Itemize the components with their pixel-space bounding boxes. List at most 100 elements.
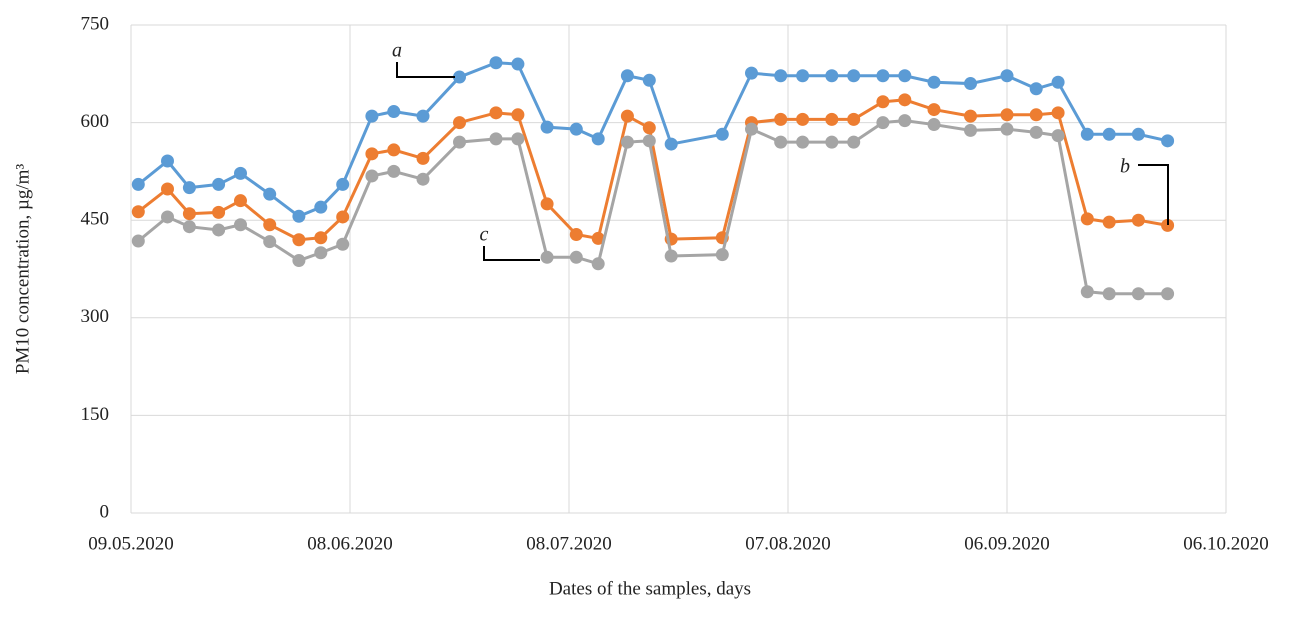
data-point	[591, 231, 605, 245]
data-point	[898, 93, 912, 107]
data-point	[1029, 82, 1043, 96]
data-point	[365, 147, 379, 161]
leader-line	[396, 62, 455, 78]
data-point	[825, 69, 839, 83]
x-tick-label: 08.06.2020	[307, 533, 393, 554]
data-point	[1000, 122, 1014, 136]
data-point	[1131, 127, 1145, 141]
data-point	[161, 210, 174, 224]
data-point	[569, 250, 583, 264]
data-point	[642, 134, 656, 148]
data-point	[898, 114, 912, 128]
data-point	[927, 103, 941, 117]
x-tick-label: 07.08.2020	[745, 533, 831, 554]
data-point	[1131, 213, 1145, 227]
data-point	[964, 77, 977, 91]
data-point	[774, 112, 788, 126]
data-point	[489, 106, 503, 120]
leader-line	[483, 246, 540, 261]
data-point	[1080, 127, 1094, 141]
data-point	[131, 177, 145, 191]
data-point	[387, 164, 401, 178]
series-label: c	[480, 224, 489, 246]
data-point	[292, 209, 306, 223]
data-point	[1161, 218, 1175, 232]
data-point	[234, 166, 247, 180]
data-point	[131, 234, 145, 248]
data-point	[511, 108, 525, 122]
data-point	[745, 66, 758, 80]
data-point	[263, 187, 277, 201]
y-tick-label: 750	[81, 13, 110, 34]
data-point	[161, 182, 174, 196]
data-point	[796, 135, 810, 149]
data-point	[1029, 125, 1043, 139]
data-point	[416, 172, 430, 186]
data-point	[825, 135, 839, 149]
data-point	[847, 112, 861, 126]
data-point	[182, 207, 196, 221]
leader-line	[1138, 164, 1169, 225]
data-point	[745, 122, 758, 136]
data-point	[365, 169, 379, 183]
data-point	[314, 231, 328, 245]
data-point	[182, 181, 196, 195]
data-point	[664, 137, 678, 151]
data-point	[1080, 285, 1094, 299]
series-line	[137, 98, 1168, 242]
data-point	[387, 143, 401, 157]
data-point	[1051, 129, 1065, 143]
x-tick-label: 06.09.2020	[964, 533, 1050, 554]
data-point	[314, 200, 328, 214]
data-point	[1051, 75, 1065, 89]
data-point	[416, 109, 430, 123]
y-tick-label: 300	[81, 306, 110, 327]
series-label: b	[1120, 156, 1130, 178]
data-point	[314, 246, 328, 260]
data-point	[774, 69, 788, 83]
data-point	[1000, 69, 1014, 83]
data-point	[1051, 106, 1065, 120]
data-point	[489, 132, 503, 146]
data-point	[964, 123, 977, 137]
data-point	[569, 228, 583, 242]
data-point	[212, 205, 226, 219]
y-axis-title: PM10 concentration, µg/m³	[12, 164, 33, 375]
y-tick-label: 450	[81, 209, 110, 230]
y-tick-label: 600	[81, 111, 110, 132]
data-point	[1161, 287, 1175, 301]
data-point	[876, 116, 890, 130]
data-point	[292, 233, 306, 247]
data-point	[1102, 215, 1116, 229]
data-point	[642, 121, 656, 135]
data-point	[453, 135, 466, 149]
data-point	[1161, 134, 1175, 148]
data-point	[1000, 108, 1014, 122]
y-tick-label: 150	[81, 404, 110, 425]
data-point	[620, 109, 634, 123]
data-point	[847, 69, 861, 83]
data-point	[847, 135, 861, 149]
data-point	[336, 177, 350, 191]
data-point	[620, 69, 634, 83]
data-point	[453, 70, 466, 84]
data-point	[365, 109, 379, 123]
data-point	[569, 122, 583, 136]
data-point	[182, 220, 196, 234]
data-point	[234, 194, 247, 208]
data-point	[1131, 287, 1145, 301]
data-point	[234, 218, 247, 232]
data-point	[796, 69, 810, 83]
data-point	[715, 127, 729, 141]
series-label: a	[392, 40, 402, 62]
data-point	[263, 235, 277, 249]
data-point	[540, 120, 554, 134]
data-point	[540, 197, 554, 211]
data-point	[416, 151, 430, 165]
data-point	[642, 73, 656, 87]
x-tick-label: 08.07.2020	[526, 533, 612, 554]
data-point	[263, 218, 277, 232]
data-point	[774, 135, 788, 149]
data-point	[591, 257, 605, 271]
